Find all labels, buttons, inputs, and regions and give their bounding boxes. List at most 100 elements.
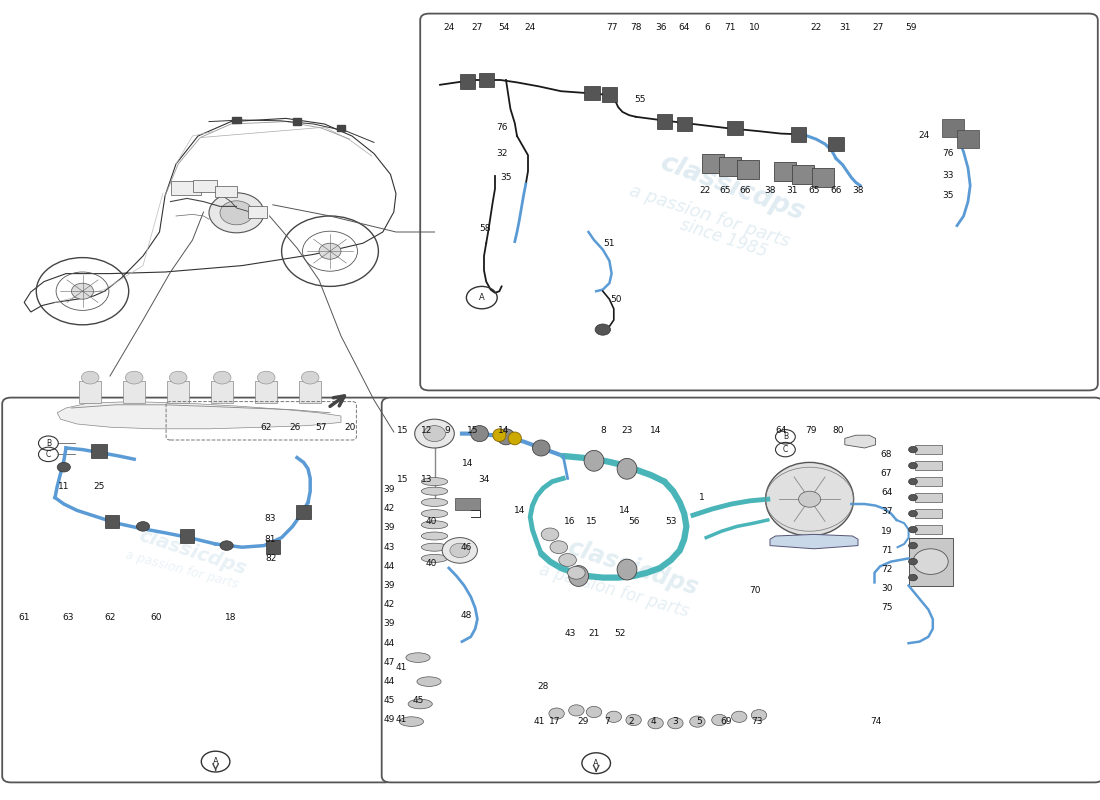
- Text: 17: 17: [549, 717, 560, 726]
- Text: 75: 75: [881, 603, 892, 613]
- Text: 15: 15: [468, 426, 478, 435]
- Bar: [957, 130, 979, 148]
- Circle shape: [626, 714, 641, 726]
- Text: 14: 14: [650, 426, 661, 435]
- Bar: [737, 160, 759, 179]
- Text: 20: 20: [344, 422, 355, 432]
- Text: 62: 62: [104, 613, 116, 622]
- Ellipse shape: [766, 462, 854, 536]
- Text: 59: 59: [905, 22, 916, 32]
- Text: 22: 22: [700, 186, 711, 195]
- Text: B: B: [783, 432, 788, 442]
- Bar: [792, 165, 814, 184]
- Circle shape: [549, 708, 564, 719]
- Text: 82: 82: [265, 554, 276, 563]
- Text: 61: 61: [19, 613, 30, 622]
- Ellipse shape: [532, 440, 550, 456]
- Text: 2: 2: [628, 717, 635, 726]
- Text: 55: 55: [635, 94, 646, 104]
- Text: 70: 70: [749, 586, 760, 595]
- Circle shape: [586, 706, 602, 718]
- Bar: [211, 381, 233, 403]
- Text: 23: 23: [621, 426, 632, 435]
- Bar: [455, 498, 480, 510]
- Circle shape: [72, 283, 94, 299]
- Text: 8: 8: [600, 426, 606, 435]
- Bar: [915, 557, 942, 566]
- Circle shape: [442, 538, 477, 563]
- Ellipse shape: [421, 554, 448, 562]
- Text: A: A: [212, 757, 219, 766]
- Text: 15: 15: [586, 517, 597, 526]
- Text: 65: 65: [719, 186, 730, 195]
- Circle shape: [220, 201, 253, 225]
- Text: 11: 11: [58, 482, 69, 491]
- Text: 19: 19: [881, 526, 892, 536]
- Text: classicdps: classicdps: [656, 150, 807, 226]
- Bar: [828, 137, 844, 151]
- Text: 30: 30: [881, 584, 892, 594]
- Ellipse shape: [497, 429, 515, 445]
- Text: C: C: [46, 450, 51, 459]
- Circle shape: [169, 371, 187, 384]
- Circle shape: [668, 718, 683, 729]
- Ellipse shape: [569, 566, 589, 586]
- Text: 66: 66: [739, 186, 750, 195]
- Bar: [915, 541, 942, 550]
- Text: A: A: [593, 758, 600, 768]
- Bar: [79, 381, 101, 403]
- Text: 18: 18: [226, 613, 236, 622]
- Circle shape: [301, 371, 319, 384]
- Bar: [232, 117, 241, 123]
- Circle shape: [732, 711, 747, 722]
- Bar: [602, 87, 617, 102]
- Text: 14: 14: [462, 459, 473, 469]
- Text: 67: 67: [881, 469, 892, 478]
- Bar: [180, 530, 195, 542]
- Bar: [657, 114, 672, 129]
- Bar: [297, 506, 311, 519]
- Text: 66: 66: [830, 186, 842, 195]
- Text: 80: 80: [833, 426, 844, 435]
- Bar: [214, 186, 236, 197]
- Circle shape: [57, 462, 70, 472]
- Text: 32: 32: [496, 149, 507, 158]
- Text: 83: 83: [265, 514, 276, 523]
- Text: 27: 27: [872, 22, 883, 32]
- Text: 3: 3: [672, 717, 679, 726]
- Text: 47: 47: [384, 658, 395, 667]
- Circle shape: [909, 526, 917, 533]
- Bar: [337, 125, 345, 131]
- Circle shape: [220, 541, 233, 550]
- Ellipse shape: [617, 458, 637, 479]
- Circle shape: [209, 193, 264, 233]
- Bar: [460, 74, 475, 89]
- Text: 28: 28: [538, 682, 549, 691]
- Text: 14: 14: [498, 426, 509, 435]
- Circle shape: [213, 371, 231, 384]
- Text: 81: 81: [265, 534, 276, 544]
- Text: a passion for parts: a passion for parts: [537, 561, 691, 620]
- Ellipse shape: [617, 559, 637, 580]
- Text: 33: 33: [943, 171, 954, 181]
- Text: a passion for parts: a passion for parts: [627, 182, 792, 250]
- Circle shape: [909, 558, 917, 565]
- Text: A: A: [478, 293, 485, 302]
- Bar: [248, 206, 267, 218]
- Text: 34: 34: [478, 475, 490, 485]
- Text: 31: 31: [786, 186, 798, 195]
- Circle shape: [648, 718, 663, 729]
- Text: 78: 78: [630, 22, 641, 32]
- Circle shape: [424, 426, 446, 442]
- Bar: [915, 493, 942, 502]
- Text: 48: 48: [461, 611, 472, 621]
- Text: 76: 76: [496, 123, 507, 133]
- Bar: [791, 127, 806, 142]
- FancyBboxPatch shape: [420, 14, 1098, 390]
- Circle shape: [415, 419, 454, 448]
- Circle shape: [690, 716, 705, 727]
- Bar: [266, 541, 279, 554]
- FancyBboxPatch shape: [382, 398, 1100, 782]
- Bar: [915, 525, 942, 534]
- Text: B: B: [46, 438, 51, 448]
